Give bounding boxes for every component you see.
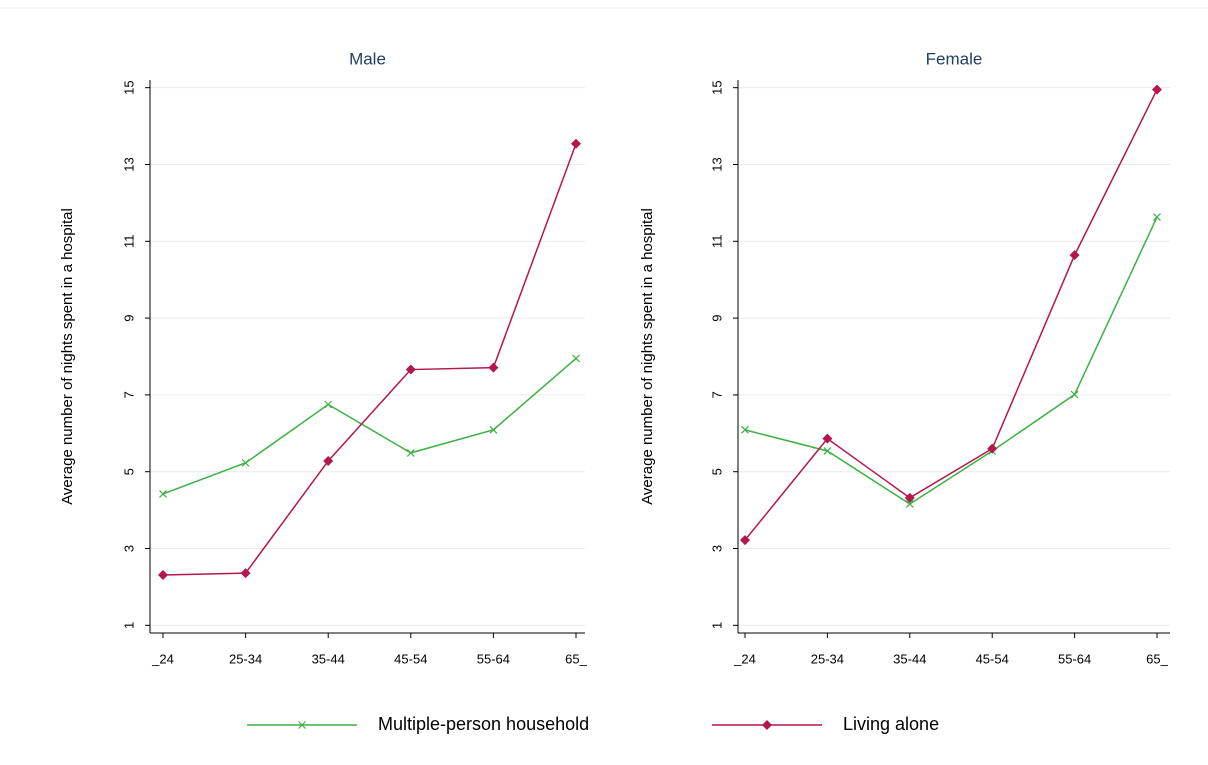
- x-tick-label: 35-44: [312, 651, 345, 666]
- marker: [489, 425, 498, 434]
- x-tick-label: 35-44: [893, 651, 926, 666]
- marker: [1069, 250, 1080, 261]
- legend-label: Multiple-person household: [378, 714, 589, 734]
- y-tick-label: 5: [709, 468, 724, 475]
- y-tick-label: 13: [709, 157, 724, 171]
- marker: [240, 568, 251, 579]
- marker: [905, 500, 914, 508]
- marker: [572, 354, 580, 363]
- x-tick-label: _24: [151, 651, 174, 666]
- y-tick-label: 13: [121, 157, 136, 171]
- x-tick-label: 55-64: [1058, 651, 1091, 666]
- series-line: [162, 357, 577, 495]
- marker: [406, 448, 415, 457]
- y-tick-label: 15: [709, 80, 724, 94]
- marker: [740, 535, 750, 546]
- y-tick-label: 11: [121, 235, 136, 249]
- marker: [1153, 213, 1161, 222]
- marker: [488, 362, 499, 373]
- y-axis-label: Average number of nights spent in a hosp…: [59, 208, 76, 505]
- x-tick-label: 45-54: [976, 651, 1009, 666]
- series-line: [744, 216, 1158, 505]
- y-tick-label: 7: [121, 391, 136, 398]
- x-tick-label: _24: [733, 651, 756, 666]
- marker: [571, 138, 581, 149]
- y-tick-label: 15: [121, 80, 136, 94]
- marker: [904, 492, 915, 503]
- marker: [159, 490, 167, 498]
- legend-label: Living alone: [843, 714, 939, 734]
- x-tick-label: 45-54: [394, 651, 427, 666]
- marker: [762, 720, 772, 730]
- marker: [324, 400, 333, 409]
- marker: [158, 570, 168, 581]
- marker: [241, 458, 250, 467]
- y-tick-label: 3: [709, 545, 724, 552]
- y-tick-label: 9: [121, 314, 136, 321]
- x-tick-label: 65_: [565, 651, 587, 666]
- y-tick-label: 1: [709, 622, 724, 629]
- x-tick-label: 25-34: [229, 651, 262, 666]
- marker: [405, 364, 416, 375]
- y-tick-label: 1: [121, 622, 136, 629]
- x-tick-label: 65_: [1146, 651, 1168, 666]
- marker: [298, 721, 306, 729]
- marker: [987, 443, 998, 454]
- y-axis-label: Average number of nights spent in a hosp…: [639, 208, 656, 505]
- marker: [822, 433, 833, 444]
- y-tick-label: 7: [709, 391, 724, 398]
- y-tick-label: 3: [121, 545, 136, 552]
- y-tick-label: 9: [709, 314, 724, 321]
- y-tick-label: 11: [709, 235, 724, 249]
- x-tick-label: 55-64: [477, 651, 510, 666]
- series-line: [744, 89, 1158, 541]
- series-line: [162, 143, 577, 576]
- y-tick-label: 5: [121, 468, 136, 475]
- x-tick-label: 25-34: [811, 651, 844, 666]
- marker: [1152, 84, 1162, 95]
- marker: [823, 447, 832, 455]
- marker: [1070, 390, 1079, 399]
- panel-title: Female: [926, 49, 983, 68]
- marker: [741, 425, 749, 434]
- marker: [323, 455, 334, 466]
- panel-title: Male: [349, 49, 386, 68]
